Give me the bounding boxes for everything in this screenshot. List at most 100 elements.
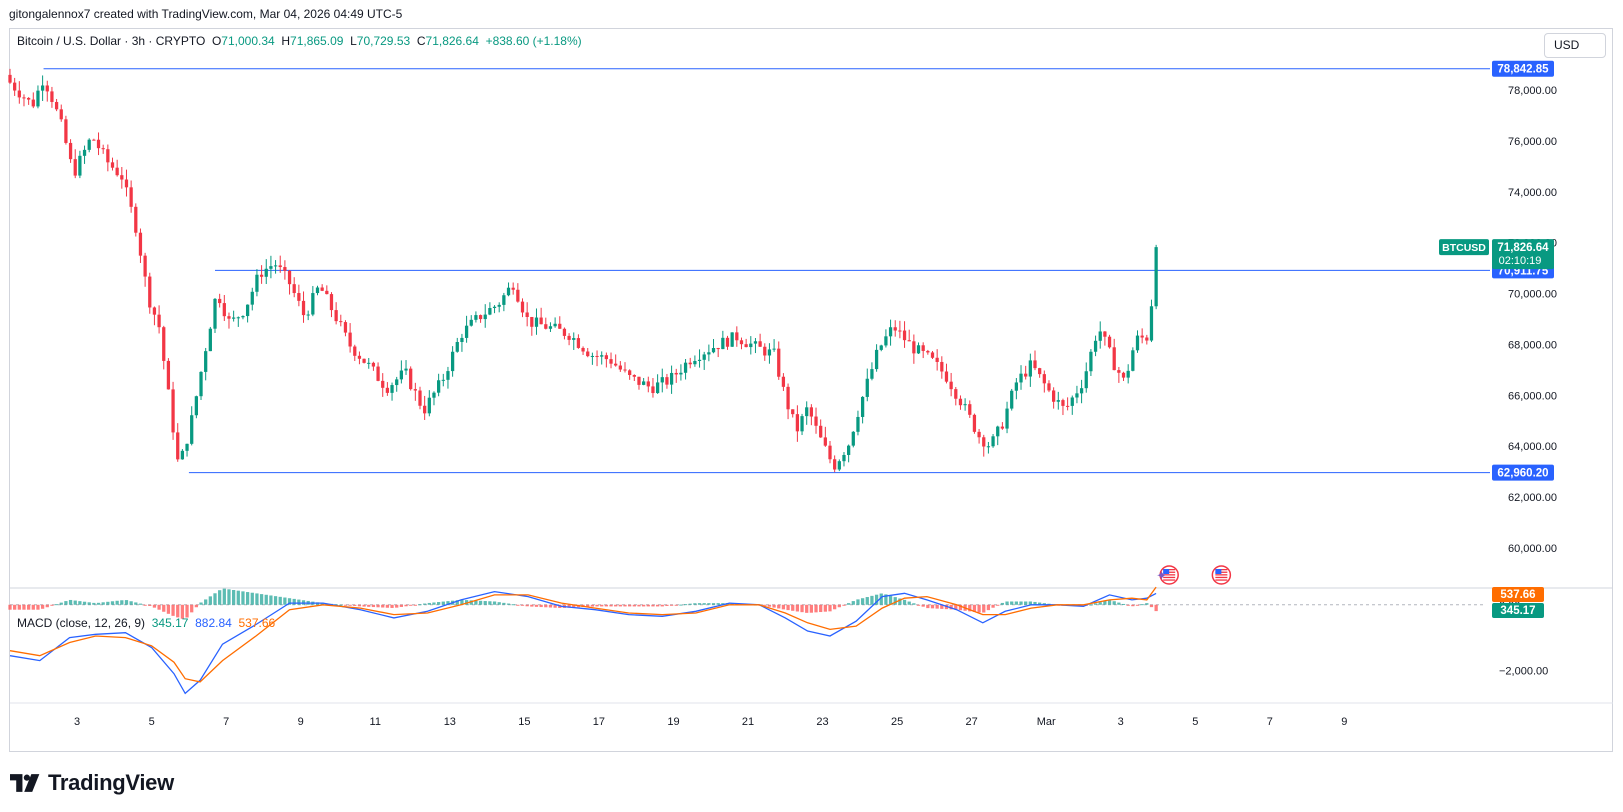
macd-histogram-bar [353,604,357,606]
candle-body [92,139,96,141]
macd-histogram-bar [17,604,21,610]
candle-down [17,81,21,104]
candle-down [958,395,963,410]
price-change: +838.60 (+1.18%) [485,34,582,48]
currency-button[interactable]: USD [1544,33,1606,58]
macd-histogram-bar [1019,601,1023,605]
macd-histogram-bar [59,602,63,605]
candle-body [860,396,865,417]
candle-body [64,119,68,143]
chart-canvas[interactable]: 60,000.00 62,000.00 64,000.00 66,000.00 68,0… [0,0,1623,760]
candle-body [162,327,166,361]
candle-down [628,369,632,380]
macd-histogram-bar [907,601,911,605]
symbol-legend[interactable]: Bitcoin / U.S. Dollar · 3h · CRYPTO O71,… [17,34,582,48]
candle-up [590,352,595,365]
candle-down [259,265,264,284]
candle-body [82,149,87,156]
macd-histogram-bar [497,602,501,605]
candle-body [464,325,469,338]
macd-histogram-bar [791,604,795,611]
candle-up [669,365,674,394]
candle-down [1042,370,1046,393]
candle-body [460,337,464,343]
price-axis-tick: 68,000.00 [1508,339,1557,351]
candle-body [902,330,907,341]
macd-histogram-bar [82,601,87,605]
candle-body [1070,397,1074,406]
macd-histogram-bar [455,600,459,605]
candle-up [36,85,40,109]
time-axis-tick: 9 [298,716,304,728]
macd-histogram-bar [511,604,515,606]
macd-title: MACD (close, 12, 26, 9) [17,616,146,630]
macd-histogram-bar [702,603,706,605]
candle-body [255,274,259,292]
macd-histogram-bar [912,603,916,605]
candle-down [632,374,636,382]
candle-down [1047,380,1051,393]
candle-body [278,265,282,268]
macd-histogram-bar [968,604,972,612]
candle-down [1112,338,1116,371]
macd-histogram-bar [856,599,860,605]
candle-up [264,259,268,285]
candle-down [320,284,324,292]
macd-histogram-bar [502,602,506,605]
candle-down [618,361,622,372]
tradingview-logo[interactable]: TradingView [10,770,174,796]
candle-body [320,287,324,291]
candle-body [893,327,897,331]
candle-up [241,315,245,320]
candle-body [450,351,455,372]
macd-histogram-bar [483,601,487,605]
candle-body [73,159,77,176]
candle-down [329,292,334,318]
time-axis-tick: 5 [149,716,155,728]
macd-histogram-bar [665,604,669,606]
candle-down [353,344,357,361]
candle-body [958,398,963,406]
macd-histogram-bar [772,604,776,608]
macd-histogram-bar [1121,603,1126,605]
candle-down [814,407,818,434]
candle-body [1117,370,1121,373]
candle-up [655,374,660,394]
candle-body [721,337,725,350]
macd-legend[interactable]: MACD (close, 12, 26, 9) 345.17 882.84 53… [17,616,275,630]
candle-body [907,340,911,342]
candle-body [576,338,581,348]
macd-histogram-bar [548,604,553,608]
candle-body [367,362,371,364]
candle-up [1131,347,1135,372]
macd-histogram-bar [637,604,641,607]
macd-histogram-bar [879,593,883,605]
candle-up [851,431,855,448]
candle-up [1154,244,1158,310]
macd-histogram-bar [874,594,879,605]
candle-body [1005,408,1009,429]
macd-histogram-bar [362,604,366,607]
candle-body [884,336,888,346]
macd-scale-label: 345.17 [1492,603,1544,618]
macd-histogram-bar [222,588,226,605]
macd-histogram-bar [441,601,445,605]
macd-histogram-bar [763,604,767,606]
candle-down [1000,422,1005,430]
candle-body [1121,372,1126,378]
time-axis-tick: 11 [370,716,381,728]
candle-up [884,329,888,348]
candle-body [851,431,855,446]
candle-body [1126,370,1130,378]
candle-body [441,379,445,381]
macd-histogram-bar [399,604,403,607]
candle-body [311,293,315,315]
candle-body [343,322,348,333]
candle-body [968,404,972,415]
candle-body [404,368,408,371]
macd-histogram-bar [427,602,431,605]
candle-body [702,354,706,360]
time-axis-tick: 23 [816,716,828,728]
candle-down [567,333,571,346]
candle-body [492,306,497,309]
